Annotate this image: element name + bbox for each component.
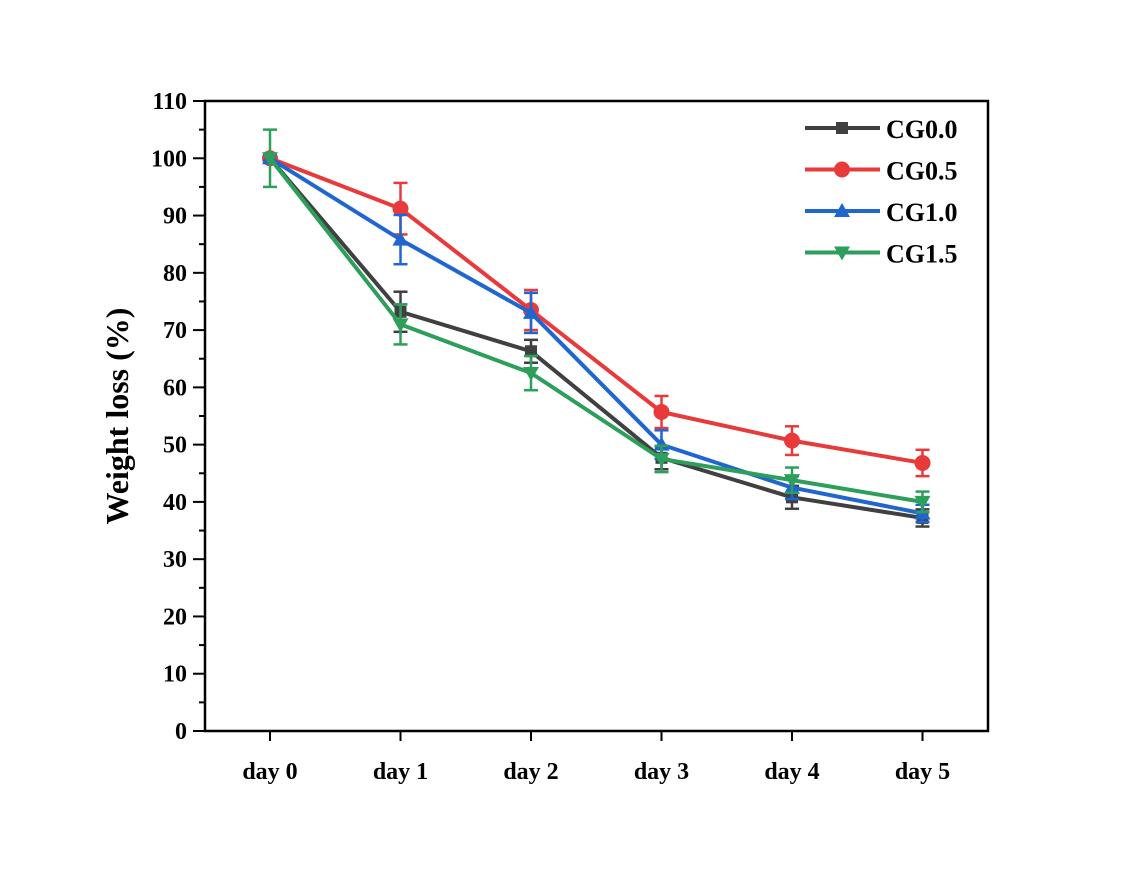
legend-item: CG1.5 — [805, 240, 958, 269]
x-tick-label: day 2 — [503, 759, 558, 785]
x-tick-label: day 5 — [895, 759, 950, 785]
series-cg0-5 — [262, 150, 931, 478]
series-cg1-0 — [262, 150, 931, 524]
y-tick-label: 80 — [163, 261, 187, 287]
data-point — [392, 231, 409, 246]
y-tick-label: 70 — [163, 318, 187, 344]
data-point — [525, 345, 537, 358]
y-tick-label: 20 — [163, 604, 187, 630]
y-tick-label: 40 — [163, 490, 187, 516]
data-point — [784, 432, 800, 449]
series-group — [262, 128, 931, 528]
series-line — [268, 156, 923, 516]
y-tick-label: 30 — [163, 547, 187, 573]
y-axis-title: Weight loss (%) — [99, 308, 135, 525]
data-point — [784, 474, 800, 489]
y-axis: 0 10 20 30 40 50 60 70 80 90 100 110 — [151, 89, 205, 745]
x-tick-label: day 4 — [764, 759, 819, 785]
data-point — [914, 495, 931, 510]
legend-label: CG1.0 — [886, 198, 958, 227]
data-point — [392, 200, 409, 217]
data-point — [653, 436, 670, 451]
legend: CG0.0 CG0.5 CG1.0 CG1.5 — [805, 115, 958, 269]
x-tick-label: day 3 — [634, 759, 689, 785]
y-tick-label: 100 — [151, 146, 187, 172]
legend-label: CG0.5 — [886, 157, 958, 186]
legend-marker — [834, 246, 850, 261]
legend-marker — [836, 122, 848, 134]
y-tick-label: 50 — [163, 433, 187, 459]
series-line — [268, 157, 923, 504]
series-cg1-5 — [262, 128, 931, 514]
data-point — [914, 454, 931, 471]
y-tick-label: 60 — [163, 375, 187, 401]
data-point — [262, 152, 278, 167]
y-tick-label: 10 — [163, 662, 187, 688]
x-tick-label: day 1 — [373, 759, 428, 785]
data-point — [653, 452, 670, 467]
legend-item: CG0.5 — [805, 157, 958, 186]
x-axis: day 0 day 1 day 2 day 3 day 4 day 5 — [242, 731, 950, 785]
data-point — [523, 367, 539, 382]
y-tick-label: 90 — [163, 204, 187, 230]
data-point — [523, 304, 539, 319]
data-point — [653, 403, 670, 420]
legend-item: CG1.0 — [805, 198, 958, 227]
legend-item: CG0.0 — [805, 115, 958, 144]
legend-marker — [834, 203, 850, 217]
series-cg0-0 — [263, 152, 930, 528]
series-line — [269, 156, 923, 465]
x-tick-label: day 0 — [242, 759, 297, 785]
y-tick-label: 0 — [175, 719, 187, 745]
series-line — [268, 156, 923, 520]
data-point — [392, 318, 409, 333]
legend-label: CG1.5 — [886, 240, 958, 269]
y-tick-label: 110 — [152, 89, 187, 115]
legend-marker — [834, 161, 850, 178]
legend-label: CG0.0 — [886, 115, 958, 144]
